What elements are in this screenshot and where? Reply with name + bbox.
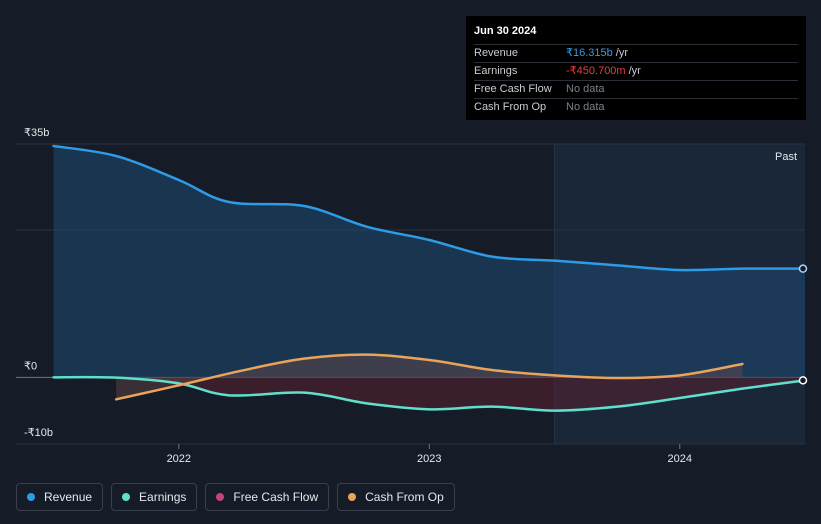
- legend-label: Revenue: [44, 490, 93, 504]
- legend-item-revenue[interactable]: Revenue: [16, 483, 104, 511]
- legend-item-free-cash-flow[interactable]: Free Cash Flow: [205, 483, 330, 511]
- tooltip-value: ₹16.315b: [566, 47, 613, 59]
- legend-dot-icon: [122, 493, 131, 501]
- y-tick-label: -₹10b: [24, 427, 53, 439]
- tooltip-label: Earnings: [474, 65, 518, 77]
- tooltip-label: Cash From Op: [474, 101, 547, 113]
- series-area-earnings: [53, 377, 806, 411]
- tooltip-row-revenue: Revenue ₹16.315b /yr: [474, 44, 798, 62]
- series-line-revenue: [52, 144, 807, 272]
- x-tick-label: 2023: [417, 453, 441, 465]
- legend-item-earnings[interactable]: Earnings: [111, 483, 198, 511]
- legend-label: Cash From Op: [365, 490, 444, 504]
- tooltip-value: No data: [566, 83, 605, 95]
- tooltip-value: -₹450.700m: [566, 65, 626, 77]
- series-endpoint-marker: [798, 264, 808, 273]
- tooltip-unit: /yr: [628, 65, 641, 77]
- series-line-cash-from-op: [114, 353, 744, 401]
- legend-dot-icon: [216, 493, 225, 501]
- tooltip-label: Revenue: [474, 47, 519, 59]
- tooltip-row-cash-from-op: Cash From Op No data: [474, 98, 798, 116]
- series-line-earnings: [52, 375, 807, 412]
- series-lines: [52, 144, 808, 412]
- past-label: Past: [775, 151, 797, 163]
- y-tick-label: ₹35b: [24, 127, 49, 139]
- x-tick-label: 2022: [167, 453, 191, 465]
- tooltip: Jun 30 2024 Revenue ₹16.315b /yr Earning…: [466, 16, 806, 120]
- legend-label: Free Cash Flow: [233, 490, 319, 504]
- tooltip-unit: /yr: [615, 47, 628, 59]
- legend-item-cash-from-op[interactable]: Cash From Op: [337, 483, 455, 511]
- legend: Revenue Earnings Free Cash Flow Cash Fro…: [16, 483, 455, 511]
- x-axis-labels: 2022 2023 2024: [167, 444, 692, 465]
- tooltip-label: Free Cash Flow: [474, 83, 552, 95]
- legend-dot-icon: [348, 493, 357, 501]
- tooltip-value: No data: [566, 101, 605, 113]
- legend-label: Earnings: [139, 490, 187, 504]
- x-tick-label: 2024: [668, 453, 692, 465]
- legend-dot-icon: [27, 493, 35, 501]
- tooltip-row-free-cash-flow: Free Cash Flow No data: [474, 80, 798, 98]
- tooltip-row-earnings: Earnings -₹450.700m /yr: [474, 62, 798, 80]
- series-endpoint-marker: [798, 376, 808, 385]
- y-axis-labels: ₹35b ₹0 -₹10b: [24, 127, 53, 439]
- series-area-cash-from-op: [116, 354, 743, 400]
- tooltip-date: Jun 30 2024: [474, 25, 537, 37]
- y-tick-label: ₹0: [24, 360, 37, 372]
